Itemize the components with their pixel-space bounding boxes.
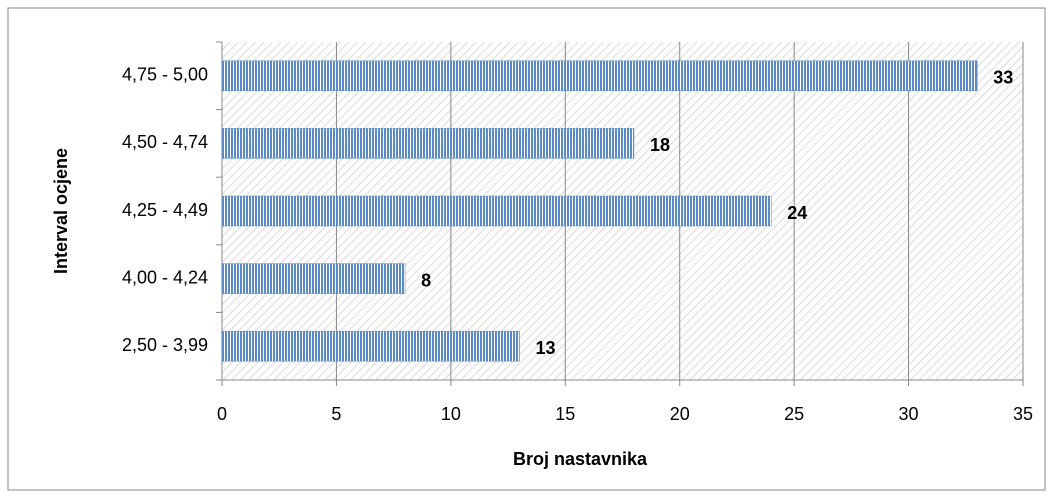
bar xyxy=(221,128,635,159)
y-tick-label: 2,50 - 3,99 xyxy=(122,335,208,355)
x-tick-label: 10 xyxy=(441,404,461,424)
x-tick-label: 0 xyxy=(217,404,227,424)
data-label: 24 xyxy=(787,203,807,223)
bar xyxy=(221,330,520,362)
x-axis-title: Broj nastavnika xyxy=(513,449,648,469)
bar xyxy=(221,60,978,92)
x-tick-label: 20 xyxy=(670,404,690,424)
data-label: 13 xyxy=(536,338,556,358)
y-tick-label: 4,75 - 5,00 xyxy=(122,65,208,85)
bar xyxy=(221,195,772,227)
x-tick-label: 25 xyxy=(784,404,804,424)
y-tick-label: 4,50 - 4,74 xyxy=(122,132,208,152)
x-tick-label: 15 xyxy=(555,404,575,424)
data-label: 18 xyxy=(650,135,670,155)
data-label: 33 xyxy=(993,68,1013,88)
bar xyxy=(221,263,406,294)
y-tick-label: 4,25 - 4,49 xyxy=(122,200,208,220)
data-label: 8 xyxy=(421,270,431,290)
x-tick-label: 35 xyxy=(1013,404,1033,424)
y-axis-title: Interval ocjene xyxy=(51,148,71,274)
x-tick-label: 5 xyxy=(331,404,341,424)
x-tick-label: 30 xyxy=(899,404,919,424)
y-tick-label: 4,00 - 4,24 xyxy=(122,267,208,287)
